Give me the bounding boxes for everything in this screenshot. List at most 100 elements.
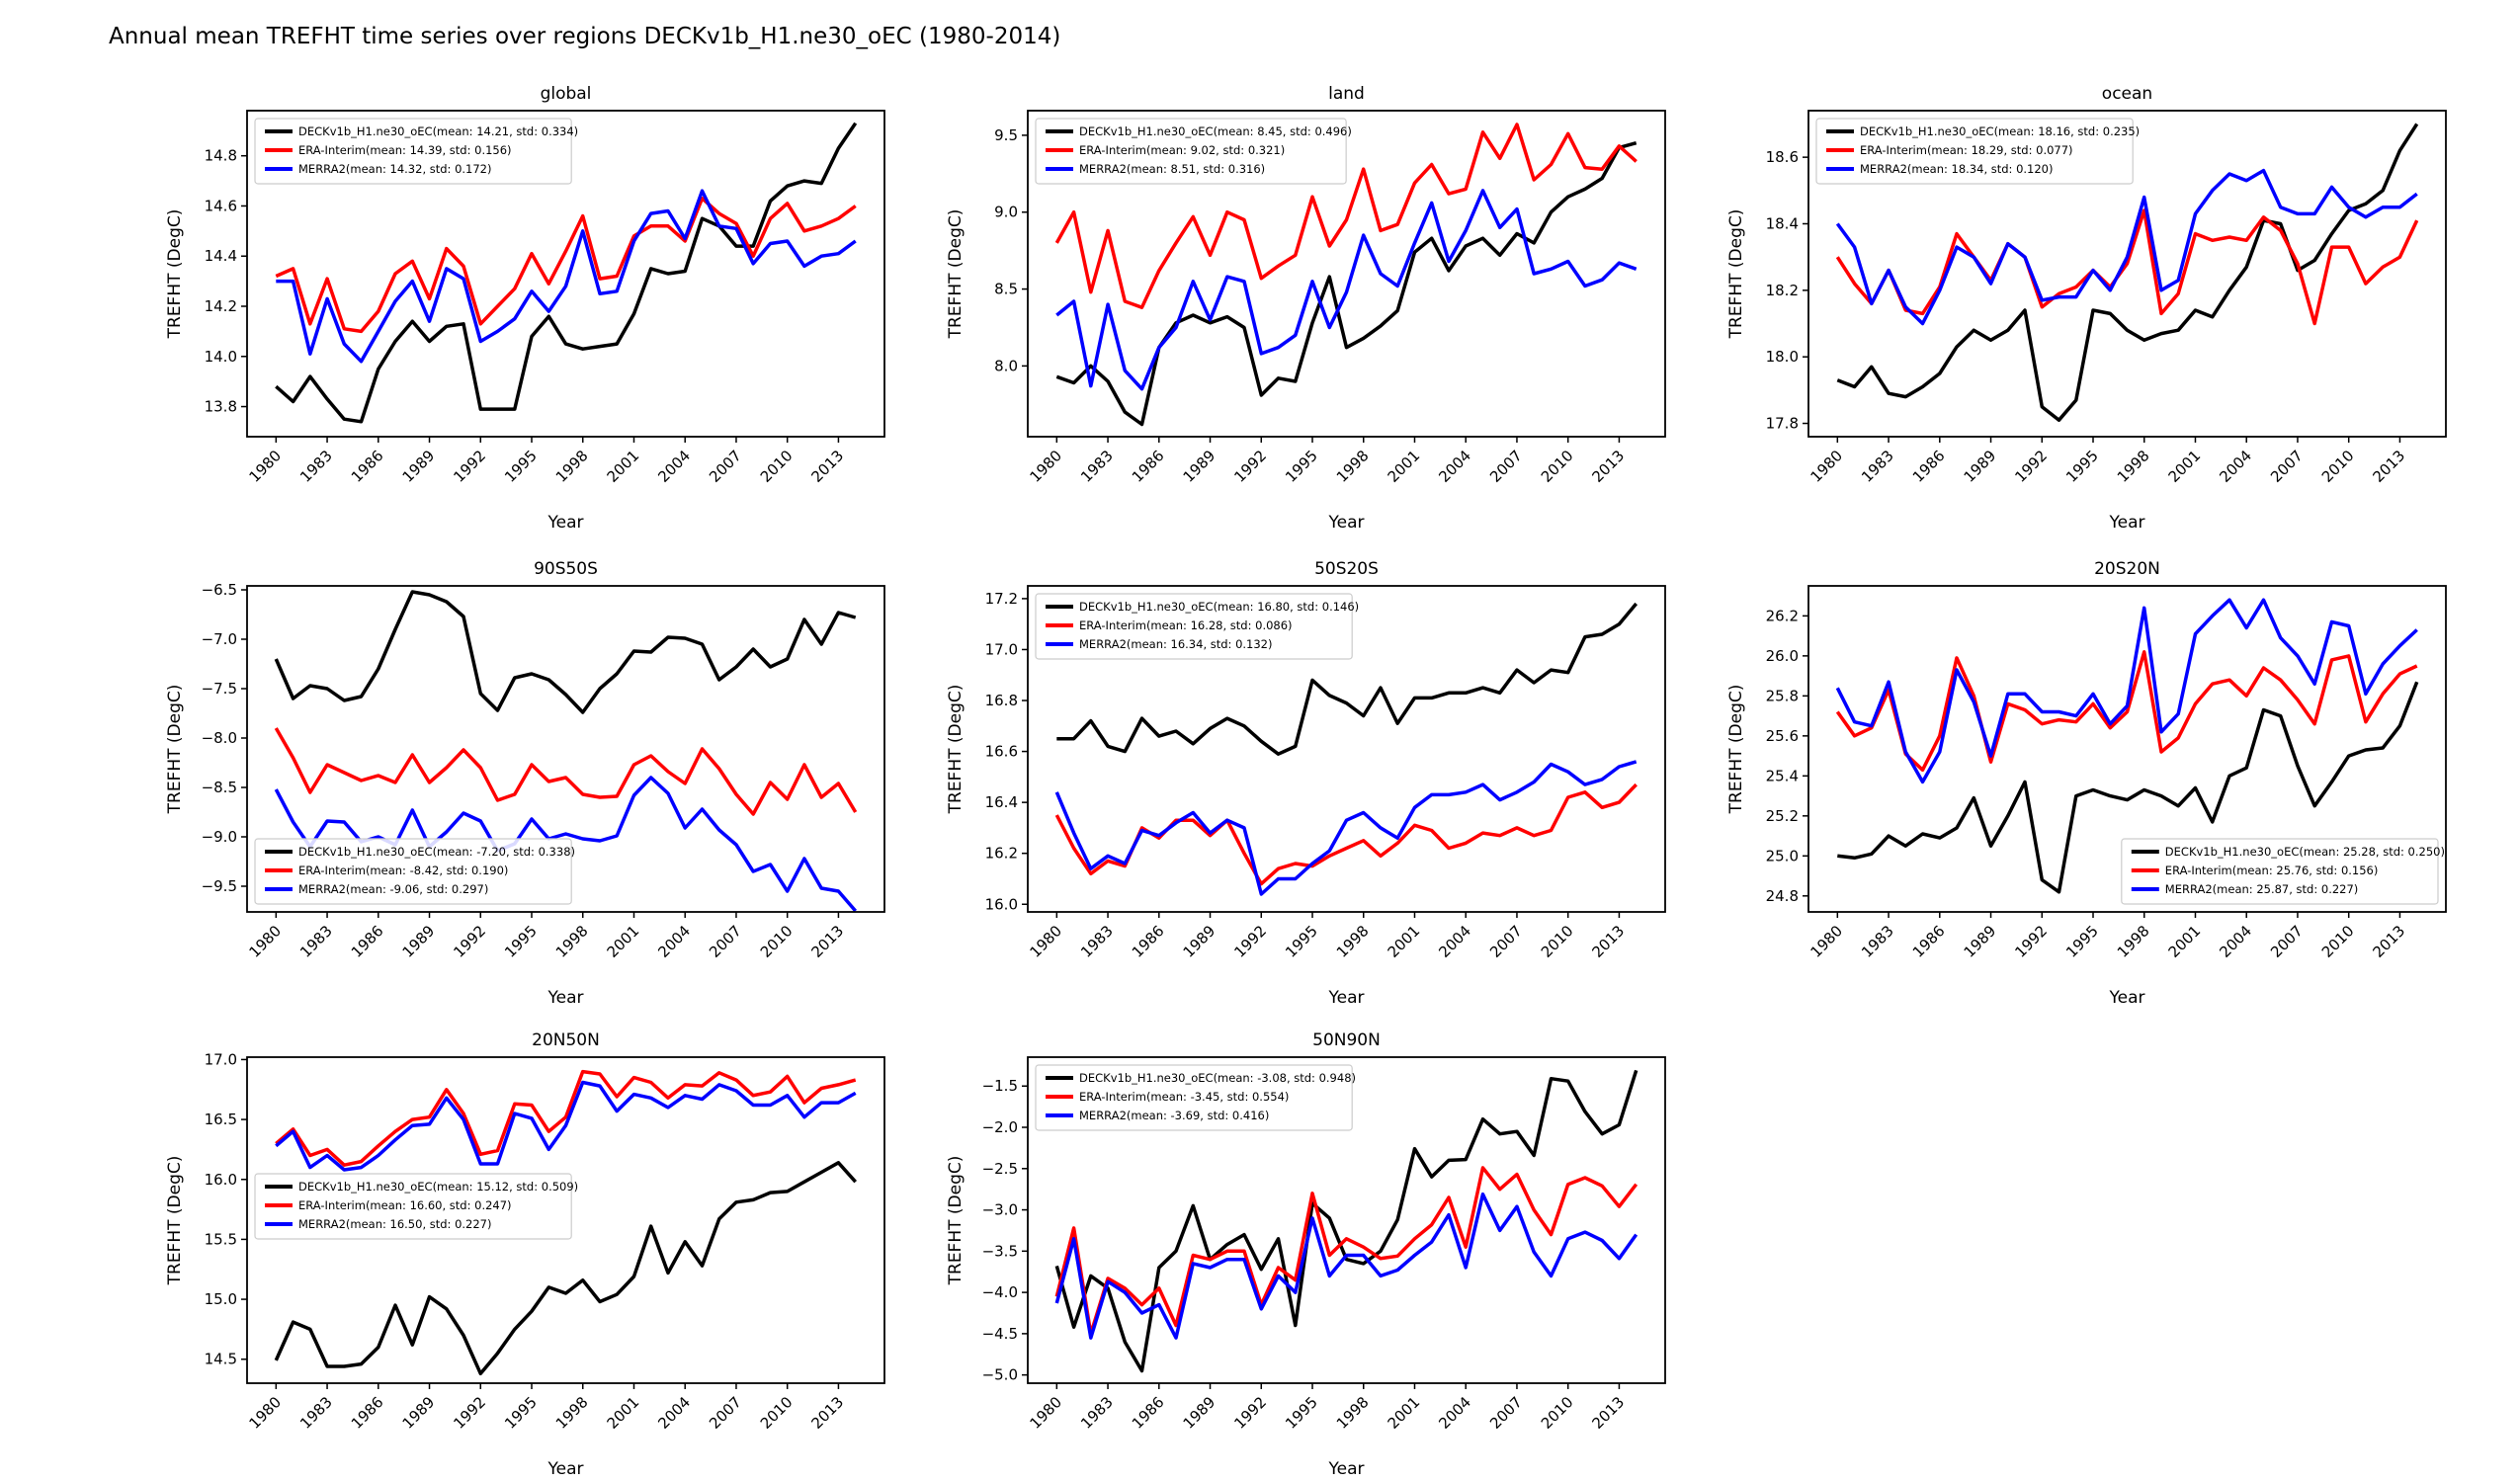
svg-text:2001: 2001 bbox=[2165, 447, 2205, 486]
svg-text:1992: 1992 bbox=[2011, 922, 2051, 961]
series-line-ERA-Interim bbox=[1835, 650, 2418, 773]
legend-label: ERA-Interim(mean: 25.76, std: 0.156) bbox=[2165, 864, 2379, 877]
svg-text:2013: 2013 bbox=[1589, 922, 1629, 961]
plot-border bbox=[1027, 1056, 1666, 1384]
svg-text:18.6: 18.6 bbox=[1766, 148, 1799, 166]
legend-label: DECKv1b_H1.ne30_oEC(mean: 16.80, std: 0.… bbox=[1079, 600, 1359, 614]
y-axis: 17.8 18.0 18.2 18.4 18.6 bbox=[1766, 148, 1808, 433]
svg-text:1989: 1989 bbox=[1961, 447, 2000, 486]
legend-label: DECKv1b_H1.ne30_oEC(mean: -3.08, std: 0.… bbox=[1079, 1071, 1356, 1085]
legend-label: DECKv1b_H1.ne30_oEC(mean: 14.21, std: 0.… bbox=[298, 124, 578, 138]
y-axis: 16.0 16.2 16.4 16.6 16.8 17.0 17.2 bbox=[985, 590, 1028, 913]
legend-label: MERRA2(mean: 14.32, std: 0.172) bbox=[298, 162, 492, 176]
series-line-ERA-Interim bbox=[274, 727, 858, 816]
svg-text:16.5: 16.5 bbox=[205, 1111, 237, 1128]
svg-text:25.0: 25.0 bbox=[1766, 847, 1799, 864]
legend: DECKv1b_H1.ne30_oEC(mean: 16.80, std: 0.… bbox=[1035, 593, 1359, 660]
x-axis: 1980 1983 1986 1989 1992 1995 1998 2001 2004 2007… bbox=[1806, 437, 2408, 486]
series-line-DECKv1b_H1.ne30_oEC bbox=[274, 1161, 858, 1376]
svg-text:−1.5: −1.5 bbox=[982, 1077, 1018, 1095]
svg-text:18.2: 18.2 bbox=[1766, 282, 1799, 299]
svg-text:2013: 2013 bbox=[1589, 447, 1629, 486]
legend-label: ERA-Interim(mean: 16.60, std: 0.247) bbox=[298, 1198, 512, 1212]
legend-label: MERRA2(mean: 18.34, std: 0.120) bbox=[1860, 162, 2054, 176]
svg-text:1998: 1998 bbox=[552, 922, 592, 961]
svg-text:1995: 1995 bbox=[501, 447, 541, 486]
svg-text:1980: 1980 bbox=[1806, 922, 1846, 961]
legend-label: MERRA2(mean: -9.06, std: 0.297) bbox=[298, 882, 488, 896]
svg-text:1986: 1986 bbox=[1129, 447, 1168, 486]
svg-text:2004: 2004 bbox=[654, 922, 694, 961]
y-axis-label: TREFHT (DegC) bbox=[946, 685, 966, 815]
svg-text:1995: 1995 bbox=[1282, 922, 1321, 961]
svg-text:−3.5: −3.5 bbox=[982, 1242, 1018, 1260]
svg-text:1998: 1998 bbox=[2114, 922, 2153, 961]
svg-text:1986: 1986 bbox=[1909, 922, 1949, 961]
legend: DECKv1b_H1.ne30_oEC(mean: 25.28, std: 0.… bbox=[2121, 838, 2445, 905]
svg-text:1986: 1986 bbox=[1909, 447, 1949, 486]
svg-text:14.0: 14.0 bbox=[205, 348, 237, 366]
x-axis: 1980 1983 1986 1989 1992 1995 1998 2001 2004 2007… bbox=[1026, 912, 1628, 961]
y-axis-label: TREFHT (DegC) bbox=[165, 209, 185, 340]
y-axis: 8.0 8.5 9.0 9.5 bbox=[994, 126, 1028, 374]
svg-text:1980: 1980 bbox=[1026, 1393, 1065, 1433]
svg-text:1983: 1983 bbox=[1077, 922, 1117, 961]
svg-text:2004: 2004 bbox=[654, 447, 694, 486]
legend: DECKv1b_H1.ne30_oEC(mean: 18.16, std: 0.… bbox=[1815, 118, 2140, 185]
svg-text:−6.5: −6.5 bbox=[202, 581, 237, 599]
x-axis: 1980 1983 1986 1989 1992 1995 1998 2001 2004 2007… bbox=[245, 912, 847, 961]
plot-border bbox=[1807, 110, 2447, 438]
svg-text:25.4: 25.4 bbox=[1766, 767, 1799, 784]
legend-label: MERRA2(mean: 16.34, std: 0.132) bbox=[1079, 637, 1273, 651]
svg-text:2007: 2007 bbox=[706, 1393, 745, 1433]
series-line-ERA-Interim bbox=[1054, 123, 1638, 309]
svg-text:−9.5: −9.5 bbox=[202, 877, 237, 895]
y-axis: −5.0 −4.5 −4.0 −3.5 −3.0 −2.5 −2.0 −1.5 bbox=[982, 1077, 1028, 1384]
svg-text:1998: 1998 bbox=[1333, 447, 1373, 486]
x-axis-label: Year bbox=[547, 1459, 584, 1478]
x-axis: 1980 1983 1986 1989 1992 1995 1998 2001 2004 2007… bbox=[245, 1383, 847, 1433]
svg-text:1992: 1992 bbox=[450, 922, 489, 961]
svg-text:15.0: 15.0 bbox=[205, 1290, 237, 1308]
subplot-title: 50S20S bbox=[1314, 559, 1379, 579]
y-axis-label: TREFHT (DegC) bbox=[946, 1156, 966, 1286]
svg-text:1986: 1986 bbox=[1129, 1393, 1168, 1433]
series-line-DECKv1b_H1.ne30_oEC bbox=[1056, 602, 1638, 756]
svg-text:1992: 1992 bbox=[2011, 447, 2051, 486]
svg-text:9.5: 9.5 bbox=[994, 126, 1018, 144]
svg-text:14.6: 14.6 bbox=[205, 197, 237, 214]
svg-text:1995: 1995 bbox=[501, 1393, 541, 1433]
svg-text:2013: 2013 bbox=[808, 922, 848, 961]
legend: DECKv1b_H1.ne30_oEC(mean: -7.20, std: 0.… bbox=[254, 838, 575, 905]
svg-text:1980: 1980 bbox=[245, 1393, 285, 1433]
svg-text:2010: 2010 bbox=[757, 922, 797, 961]
svg-text:2001: 2001 bbox=[604, 922, 643, 961]
svg-text:16.8: 16.8 bbox=[985, 692, 1018, 709]
svg-text:1980: 1980 bbox=[1026, 447, 1065, 486]
x-axis-label: Year bbox=[2109, 513, 2145, 532]
svg-text:2010: 2010 bbox=[1538, 922, 1577, 961]
series-line-MERRA2 bbox=[1054, 1192, 1638, 1340]
svg-text:25.2: 25.2 bbox=[1766, 807, 1799, 825]
y-axis: 13.8 14.0 14.2 14.4 14.6 14.8 bbox=[205, 147, 247, 416]
svg-text:1995: 1995 bbox=[1282, 447, 1321, 486]
legend: DECKv1b_H1.ne30_oEC(mean: 15.12, std: 0.… bbox=[254, 1173, 578, 1240]
svg-text:1998: 1998 bbox=[2114, 447, 2153, 486]
series-line-DECKv1b_H1.ne30_oEC bbox=[1837, 681, 2419, 894]
series-line-DECKv1b_H1.ne30_oEC bbox=[1836, 123, 2419, 422]
series-line-MERRA2 bbox=[1835, 168, 2418, 326]
svg-text:1989: 1989 bbox=[1180, 922, 1219, 961]
legend-label: MERRA2(mean: 16.50, std: 0.227) bbox=[298, 1217, 492, 1231]
chart-ocean: ocean TREFHT (DegC) Year 17.8 18.0 18.2 18.4 18… bbox=[1726, 84, 2447, 532]
svg-text:2001: 2001 bbox=[604, 1393, 643, 1433]
svg-text:1980: 1980 bbox=[1026, 922, 1065, 961]
svg-text:2010: 2010 bbox=[1538, 447, 1577, 486]
svg-text:1995: 1995 bbox=[501, 922, 541, 961]
y-axis-label: TREFHT (DegC) bbox=[946, 209, 966, 340]
svg-text:2007: 2007 bbox=[1486, 1393, 1526, 1433]
legend-label: MERRA2(mean: 25.87, std: 0.227) bbox=[2165, 882, 2359, 896]
svg-text:2004: 2004 bbox=[1435, 447, 1474, 486]
legend-label: DECKv1b_H1.ne30_oEC(mean: 18.16, std: 0.… bbox=[1860, 124, 2140, 138]
